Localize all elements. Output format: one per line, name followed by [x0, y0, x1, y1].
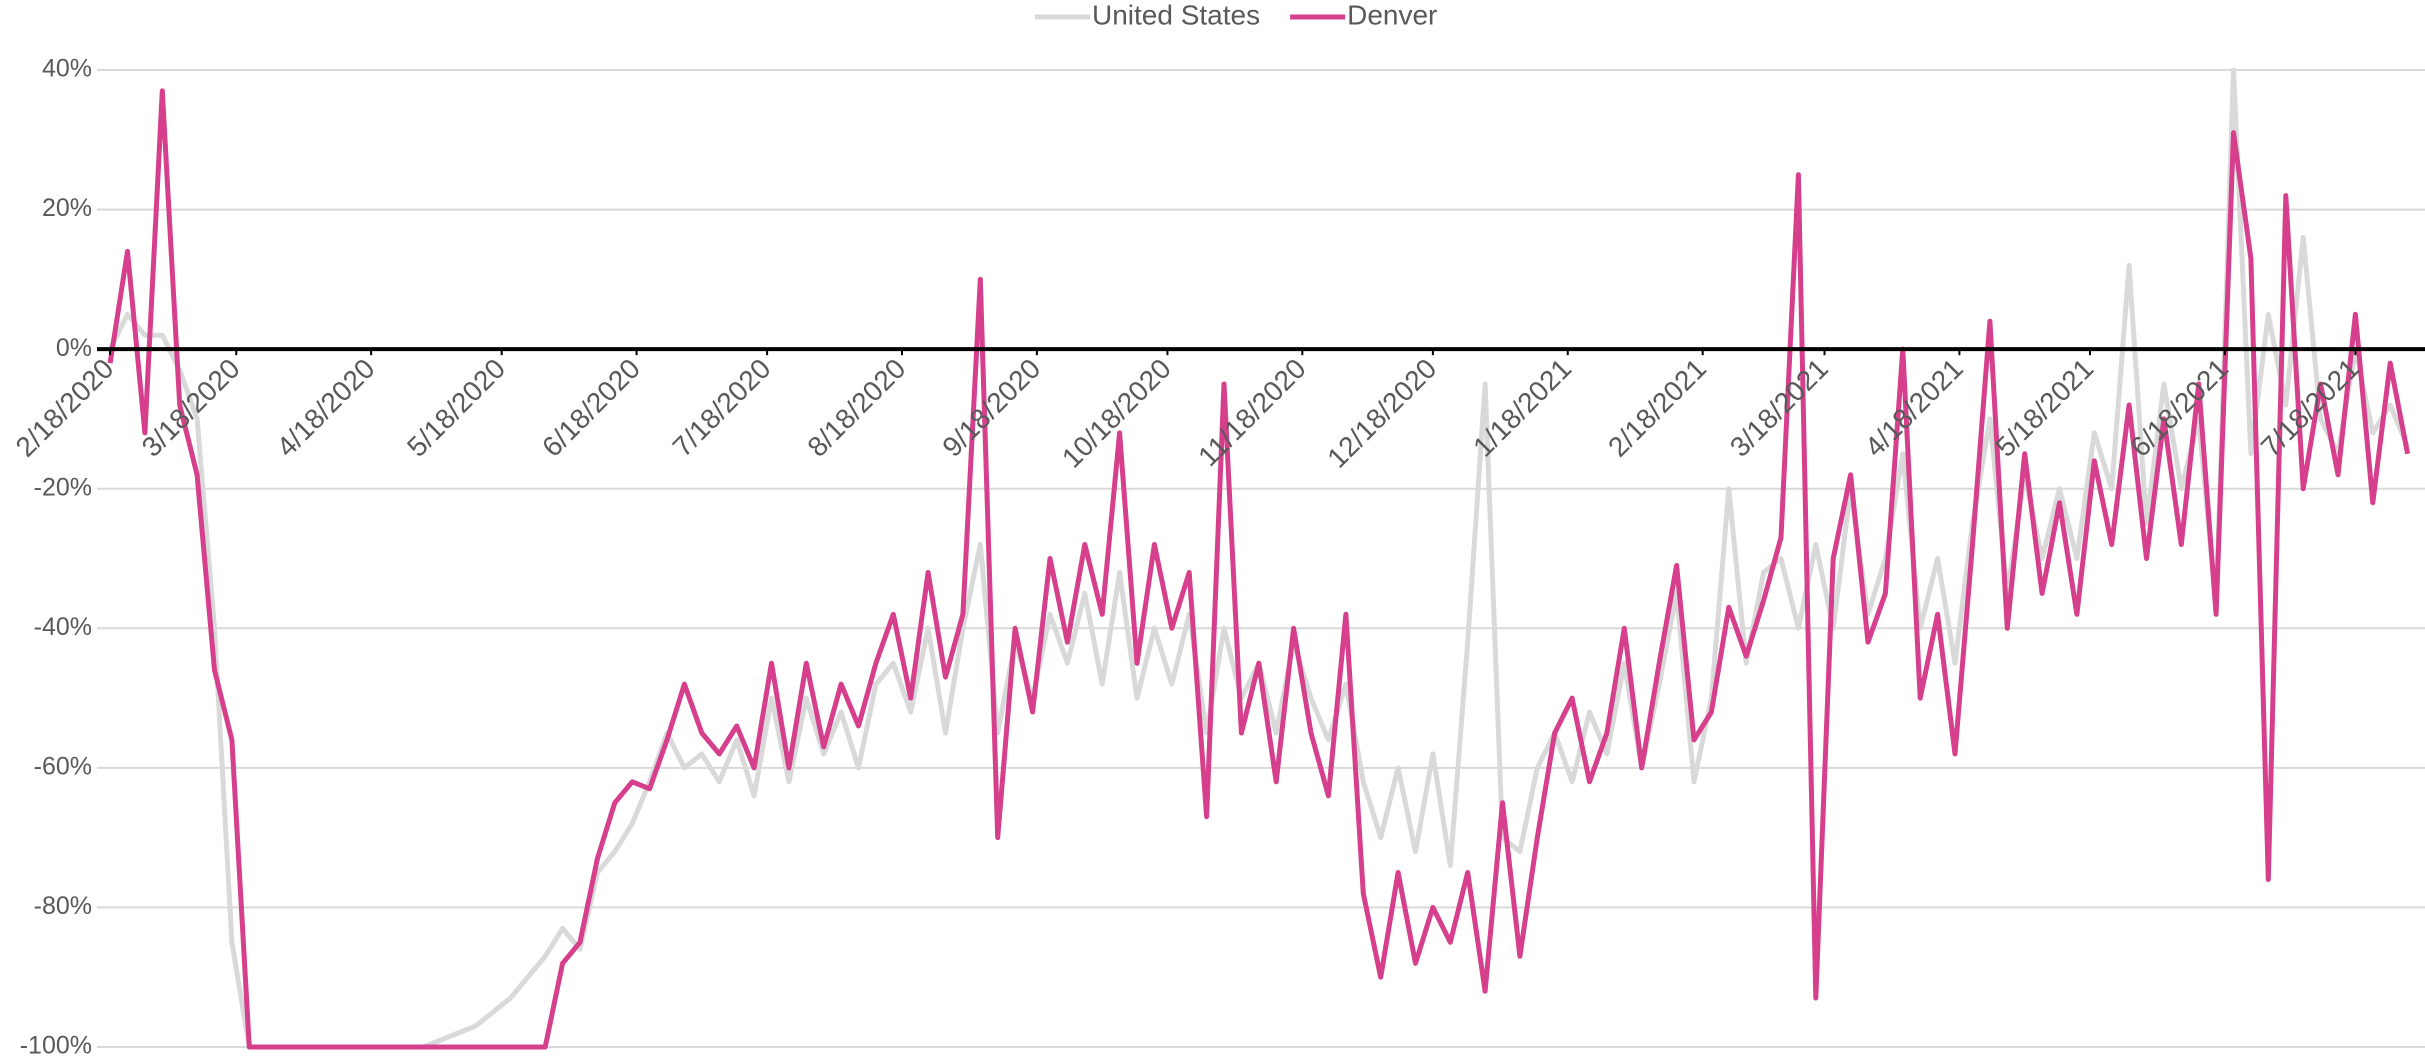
- x-tick-label: 8/18/2020: [801, 353, 911, 463]
- y-tick-label: -80%: [34, 892, 92, 920]
- x-tick-label: 2/18/2021: [1602, 353, 1712, 463]
- x-tick-label: 5/18/2020: [401, 353, 511, 463]
- x-tick-label: 9/18/2020: [936, 353, 1046, 463]
- x-tick-label: 2/18/2020: [10, 353, 120, 463]
- x-tick-label: 4/18/2021: [1859, 353, 1969, 463]
- y-tick-label: -40%: [34, 613, 92, 641]
- x-tick-label: 5/18/2021: [1989, 353, 2099, 463]
- x-tick-label: 11/18/2020: [1192, 353, 1312, 473]
- series-line: [107, 88, 2411, 1050]
- y-tick-label: -20%: [34, 473, 92, 501]
- x-tick-label: 12/18/2020: [1321, 353, 1442, 474]
- y-tick-label: -100%: [20, 1032, 92, 1058]
- y-tick-label: -60%: [34, 752, 92, 780]
- x-tick-label: 6/18/2020: [536, 353, 646, 463]
- x-tick-label: 3/18/2021: [1724, 353, 1834, 463]
- legend-label: Denver: [1347, 0, 1437, 30]
- legend-label: United States: [1092, 0, 1260, 30]
- legend: United States Denver: [1035, 0, 1437, 30]
- series-line: [107, 67, 2410, 1050]
- y-tick-label: 0%: [56, 334, 92, 362]
- y-tick-label: 40%: [42, 55, 92, 83]
- y-tick-label: 20%: [42, 194, 92, 222]
- x-tick-label: 7/18/2020: [667, 353, 777, 463]
- x-tick-label: 4/18/2020: [271, 353, 381, 463]
